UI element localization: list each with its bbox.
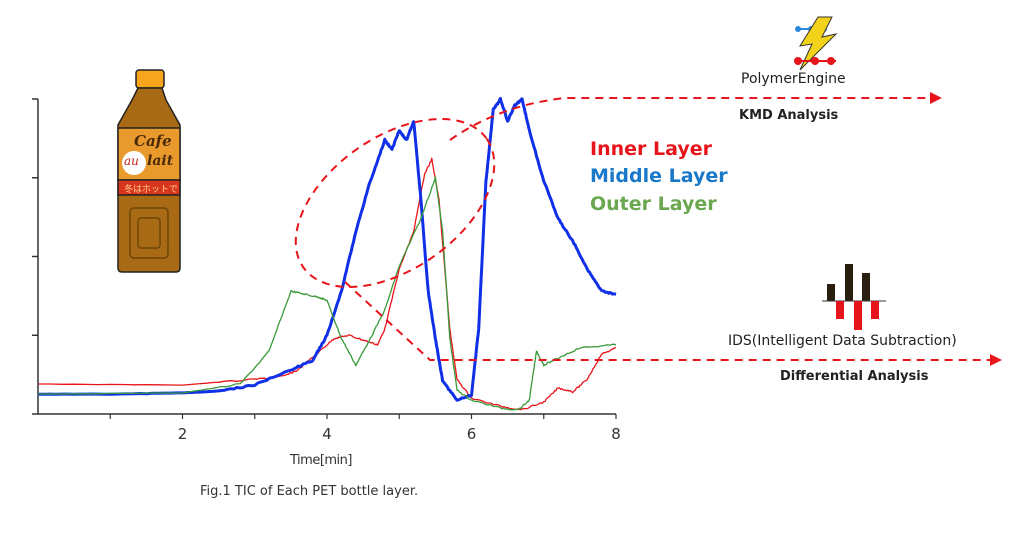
x-tick-label: 8	[611, 425, 621, 443]
x-tick-label: 6	[467, 425, 477, 443]
bottle-band-text: 冬はホットで	[124, 185, 179, 195]
x-axis-label: Time[min]	[290, 453, 352, 468]
legend-inner-layer: Inner Layer	[590, 138, 712, 160]
figure-caption: Fig.1 TIC of Each PET bottle layer.	[200, 484, 419, 499]
ids-logo	[822, 264, 886, 330]
series-line-outer-layer	[37, 176, 617, 411]
pet-bottle-illustration	[117, 69, 181, 273]
bottle-label-cafe: Cafe	[134, 132, 172, 150]
bottle-label-au: au	[124, 154, 139, 168]
ids-connector	[344, 281, 990, 361]
differential-analysis-label: Differential Analysis	[780, 369, 929, 384]
polymer-engine-name: PolymerEngine	[741, 71, 846, 87]
legend-outer-layer: Outer Layer	[590, 193, 717, 215]
series-line-middle-layer	[37, 96, 617, 402]
kmd-arrowhead	[930, 92, 942, 104]
ids-arrowhead	[990, 354, 1002, 366]
legend-middle-layer: Middle Layer	[590, 165, 728, 187]
ids-name: IDS(Intelligent Data Subtraction)	[728, 333, 957, 349]
kmd-analysis-label: KMD Analysis	[739, 108, 839, 123]
bottle-label-lait: lait	[147, 153, 174, 169]
peak-region-ellipse	[294, 118, 496, 288]
x-tick-label: 2	[178, 425, 188, 443]
kmd-connector	[449, 97, 930, 141]
polymer-engine-logo	[794, 16, 838, 71]
x-tick-label: 4	[322, 425, 332, 443]
